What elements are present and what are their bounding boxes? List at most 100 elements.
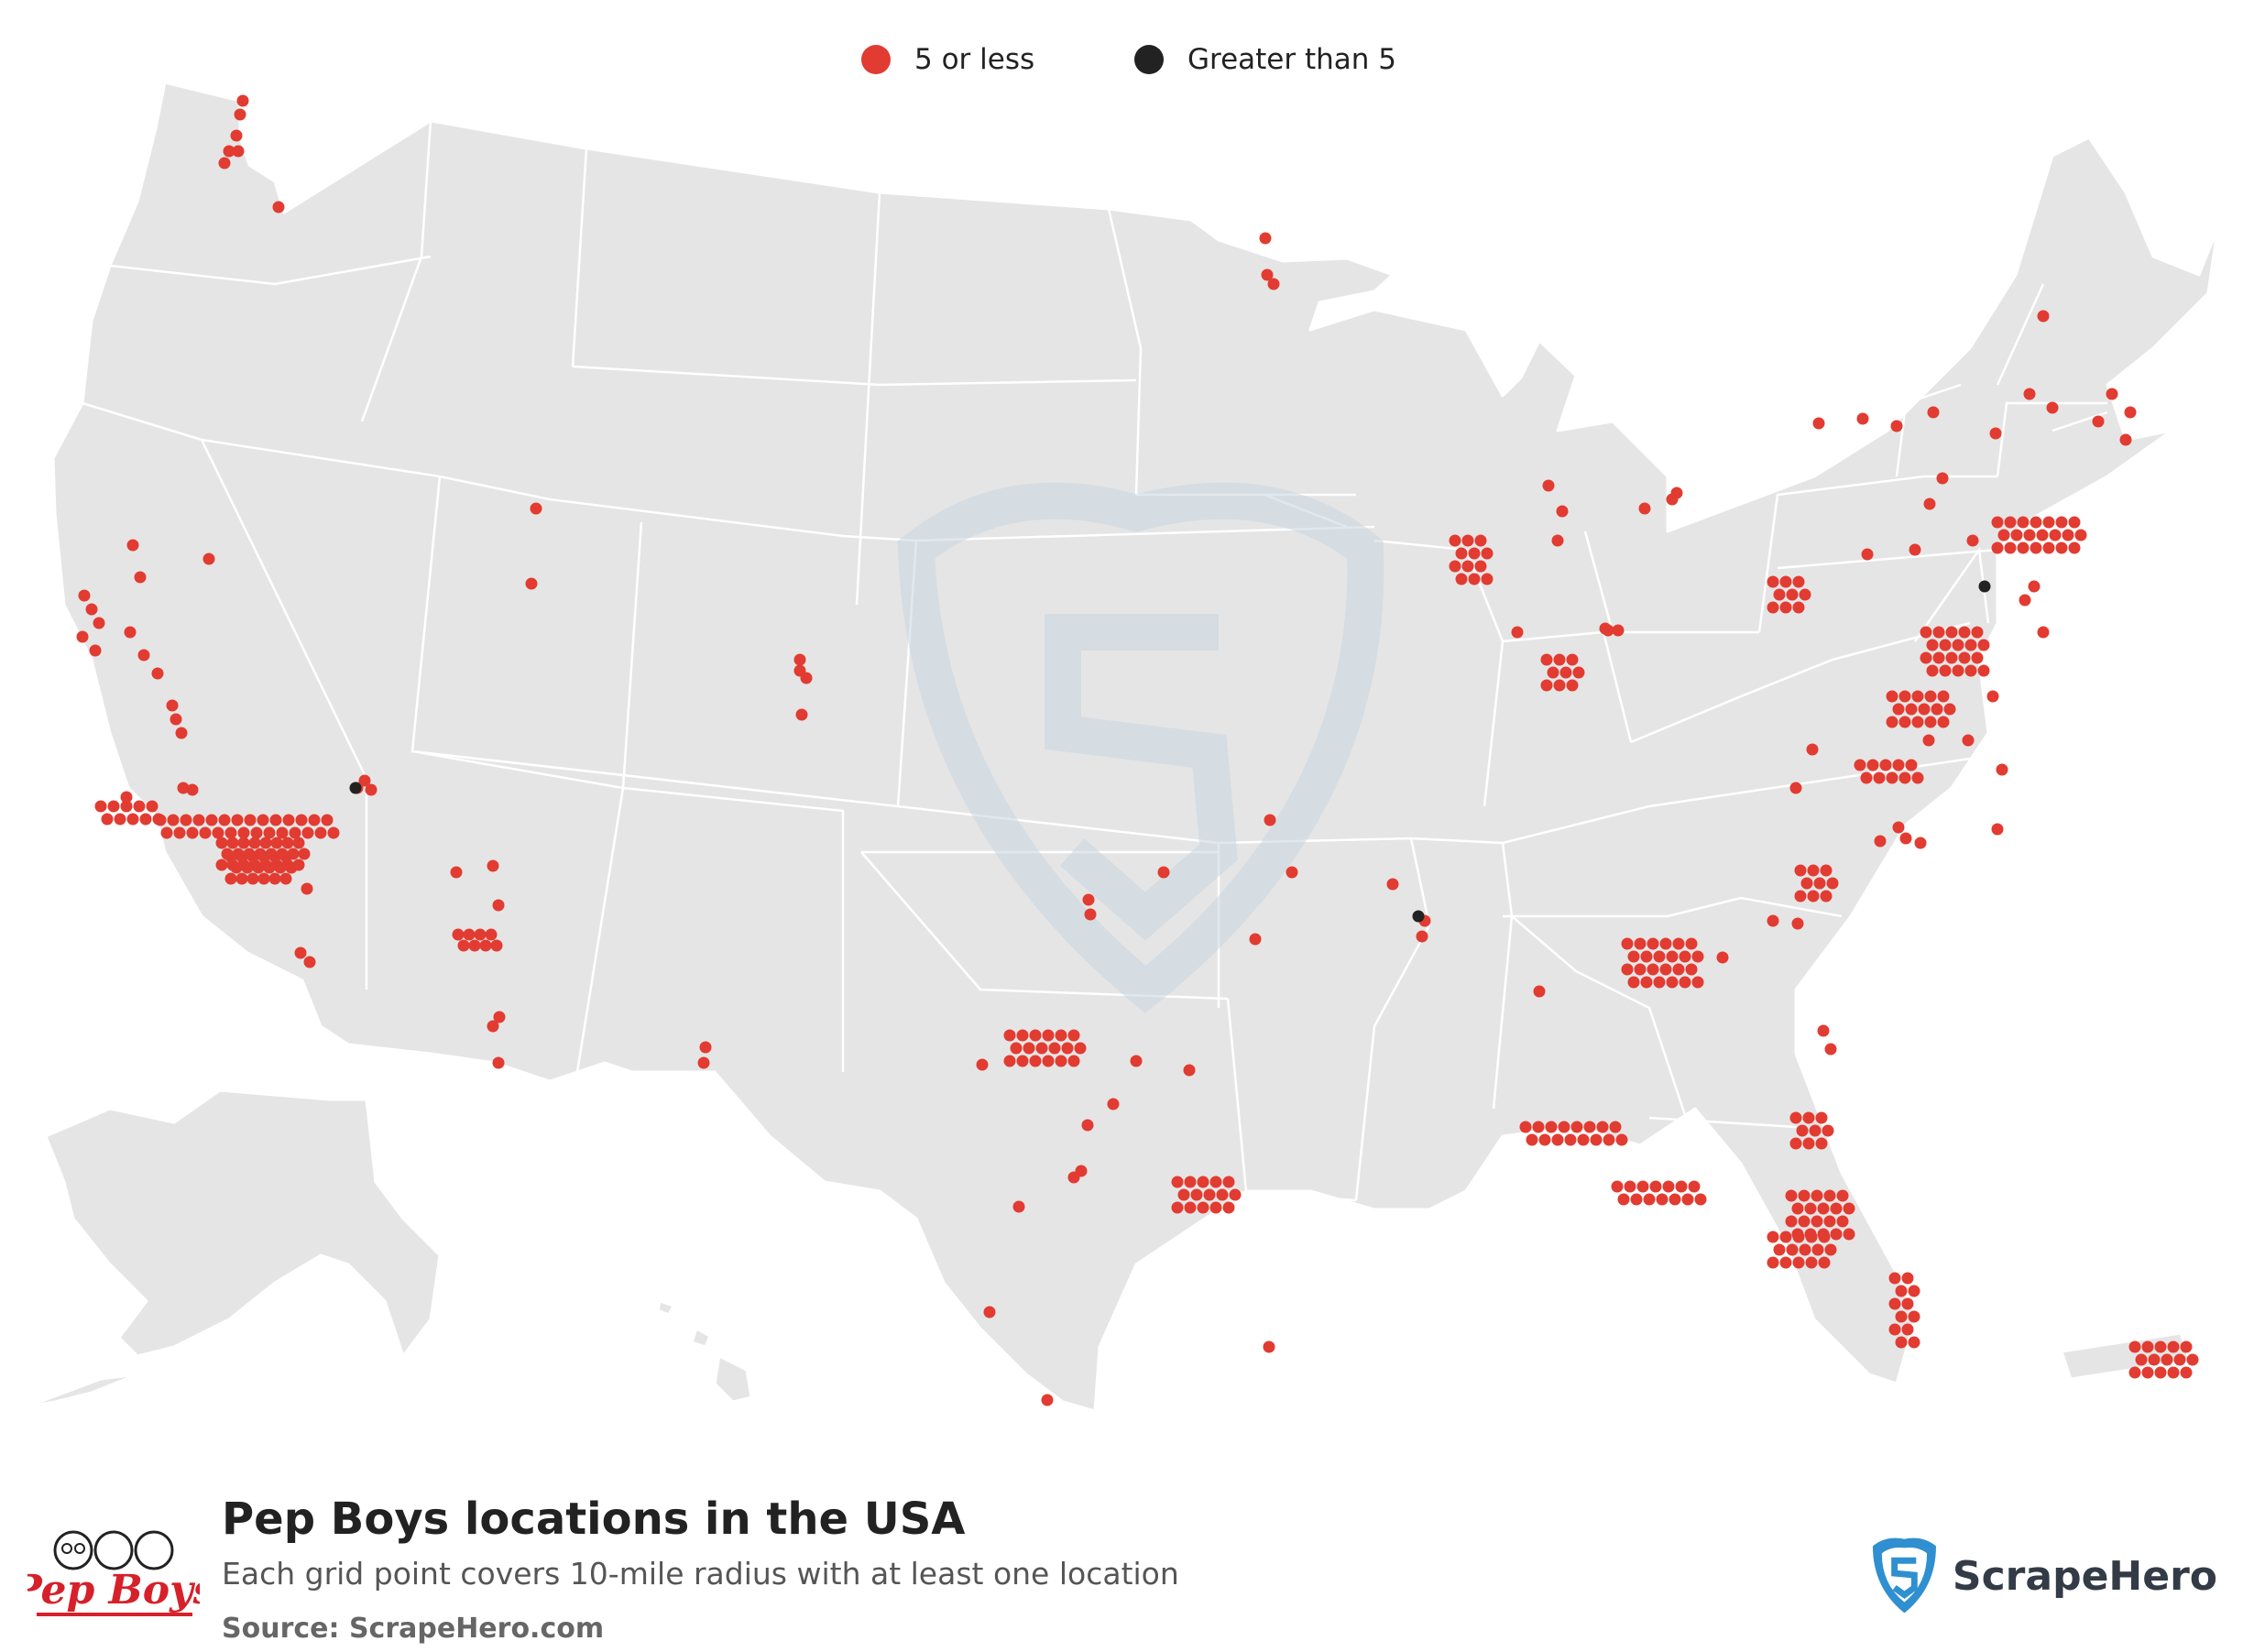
location-dot — [186, 783, 199, 796]
location-dot — [1789, 1137, 1802, 1150]
location-dot — [170, 713, 182, 726]
location-dot — [114, 813, 126, 826]
location-dot — [1621, 937, 1634, 950]
location-dot — [1767, 601, 1779, 614]
location-dot — [1184, 1201, 1197, 1214]
location-dot — [2004, 542, 2017, 554]
location-dot — [1612, 624, 1625, 637]
location-dot — [1767, 1256, 1779, 1269]
location-dot — [2017, 542, 2030, 554]
location-dot — [257, 850, 270, 863]
location-dot — [1892, 703, 1905, 716]
location-dot — [2141, 1366, 2154, 1379]
location-dot — [321, 814, 334, 826]
location-dot — [1157, 866, 1170, 879]
location-dot — [1818, 1231, 1831, 1243]
location-dot — [1624, 1180, 1636, 1193]
location-dot — [1807, 890, 1820, 903]
location-dot — [1971, 651, 1984, 664]
location-dot — [1952, 664, 1964, 677]
location-dot — [2141, 1340, 2154, 1353]
location-dot — [234, 108, 246, 121]
location-dot — [1016, 1055, 1029, 1067]
location-dot — [146, 800, 159, 813]
location-dot — [1806, 743, 1819, 756]
location-dot — [1866, 759, 1879, 771]
location-dot — [232, 145, 245, 158]
location-dot — [1794, 890, 1807, 903]
location-dot — [1468, 573, 1481, 585]
location-dot — [1886, 690, 1898, 703]
location-dot — [1817, 1024, 1830, 1037]
location-dot — [1800, 877, 1813, 890]
location-dot — [1823, 1189, 1836, 1202]
location-dot — [1932, 626, 1945, 639]
alaska-landmass — [44, 1089, 442, 1358]
location-dot — [1067, 1171, 1080, 1184]
location-dot — [1638, 502, 1651, 515]
location-dot — [365, 783, 377, 796]
location-dot — [1029, 1055, 1042, 1067]
location-dot — [167, 814, 180, 826]
location-dot — [1675, 1180, 1688, 1193]
location-dot — [89, 644, 102, 657]
usa-map — [26, 81, 2219, 1413]
location-dot — [1937, 716, 1950, 728]
location-dot — [1455, 573, 1468, 585]
location-dot — [93, 617, 105, 629]
location-dot — [263, 826, 276, 839]
location-dot — [1636, 1180, 1649, 1193]
location-dot — [450, 866, 463, 879]
location-dot — [1817, 1202, 1830, 1215]
location-dot — [1785, 1215, 1798, 1228]
location-dot — [1794, 864, 1807, 877]
location-dot — [1792, 601, 1805, 614]
location-dot — [212, 826, 224, 839]
location-dot — [175, 727, 188, 739]
location-dot — [1791, 917, 1804, 930]
location-dot — [215, 859, 228, 871]
location-dot — [2037, 310, 2050, 323]
location-dot — [1556, 505, 1569, 518]
location-dot — [137, 649, 150, 662]
location-dot — [292, 837, 305, 849]
location-dot — [1634, 963, 1647, 976]
location-dot — [282, 814, 295, 826]
location-dot — [1767, 914, 1779, 927]
location-dot — [2180, 1340, 2193, 1353]
location-dot — [1084, 908, 1097, 921]
location-dot — [1551, 534, 1564, 547]
location-dot — [1647, 963, 1659, 976]
location-dot — [1184, 1176, 1197, 1188]
location-dot — [1924, 716, 1937, 728]
location-dot-high — [1412, 910, 1425, 923]
location-dot — [224, 850, 237, 863]
legend-dot-low — [861, 45, 891, 74]
location-dot — [107, 800, 120, 813]
location-dot — [1791, 1202, 1804, 1215]
location-dot — [186, 826, 199, 839]
location-dot — [1643, 1193, 1656, 1206]
location-dot — [1263, 1340, 1275, 1353]
location-dot — [1716, 951, 1729, 964]
location-dot — [1905, 759, 1918, 771]
location-dot — [1685, 937, 1698, 950]
location-dot — [2042, 516, 2055, 529]
location-dot — [1820, 890, 1833, 903]
location-dot — [1566, 679, 1579, 692]
location-dot — [1830, 1228, 1843, 1241]
location-dot — [85, 603, 98, 616]
location-dot — [487, 1020, 499, 1033]
location-dot — [1540, 679, 1553, 692]
location-dot — [1681, 1193, 1694, 1206]
location-dot — [259, 837, 272, 849]
location-dot — [1809, 1124, 1822, 1137]
location-dot — [1691, 976, 1704, 989]
source-credit: Source: ScrapeHero.com — [222, 1613, 605, 1645]
location-dot — [1647, 937, 1659, 950]
location-dot — [1559, 666, 1572, 679]
location-dot — [1042, 1055, 1055, 1067]
location-dot — [1566, 653, 1579, 666]
location-dot — [1627, 976, 1640, 989]
location-dot — [1802, 1111, 1815, 1124]
